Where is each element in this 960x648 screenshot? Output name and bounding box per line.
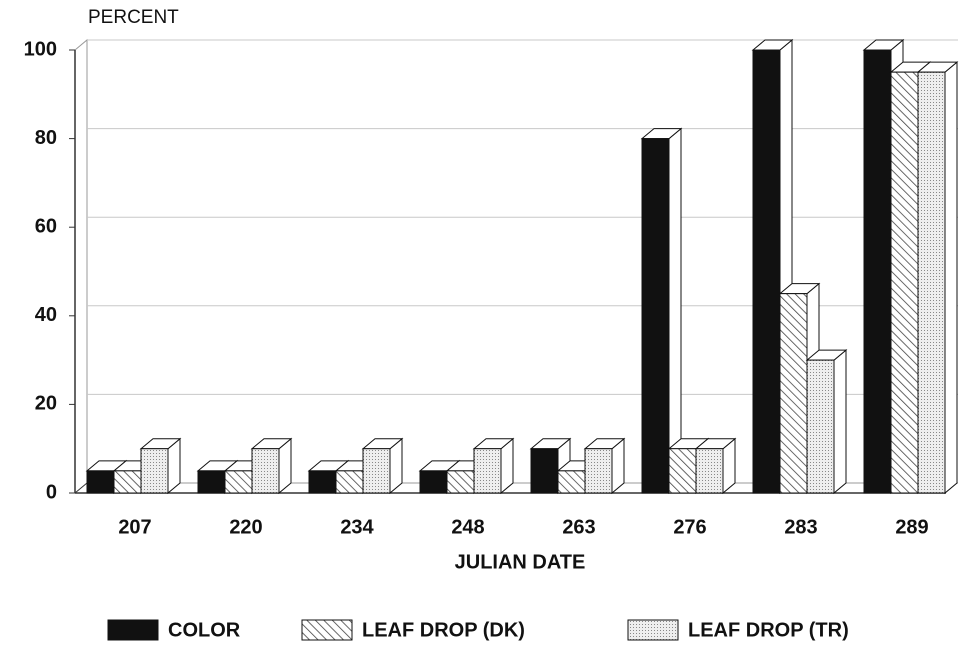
bar-side bbox=[833, 349, 847, 495]
bar-front bbox=[473, 448, 502, 494]
bar-front bbox=[86, 470, 115, 494]
bar bbox=[805, 349, 848, 495]
bar bbox=[250, 437, 293, 495]
x-tick-label: 276 bbox=[673, 516, 706, 538]
legend-swatch bbox=[107, 619, 159, 641]
x-tick-label: 283 bbox=[784, 516, 817, 538]
y-tick-label: 0 bbox=[46, 481, 57, 503]
bar-front bbox=[890, 71, 919, 494]
x-axis-label: JULIAN DATE bbox=[455, 551, 586, 573]
x-tick-label: 234 bbox=[340, 516, 374, 538]
bar-front bbox=[113, 470, 142, 494]
bar-front bbox=[779, 293, 808, 494]
bar-front bbox=[197, 470, 226, 494]
bar-front bbox=[668, 448, 697, 494]
bar-front bbox=[224, 470, 253, 494]
bar-front bbox=[308, 470, 337, 494]
back-wall bbox=[74, 38, 958, 484]
y-tick-label: 80 bbox=[35, 127, 57, 149]
bar bbox=[640, 127, 683, 495]
y-tick-label: 20 bbox=[35, 393, 57, 415]
x-tick-label: 207 bbox=[118, 516, 151, 538]
bar-front bbox=[806, 359, 835, 494]
bar-front bbox=[140, 448, 169, 494]
bar-front bbox=[530, 448, 559, 494]
bar-front bbox=[419, 470, 448, 494]
bar-front bbox=[752, 49, 781, 494]
bar bbox=[694, 437, 737, 495]
y-tick-label: 40 bbox=[35, 304, 57, 326]
x-tick-label: 248 bbox=[451, 516, 484, 538]
bar-front bbox=[557, 470, 586, 494]
x-tick-label: 220 bbox=[229, 516, 262, 538]
legend-label: LEAF DROP (TR) bbox=[688, 619, 849, 641]
legend-label: COLOR bbox=[168, 619, 241, 641]
bar-front bbox=[695, 448, 724, 494]
bar-front bbox=[335, 470, 364, 494]
bar-front bbox=[641, 138, 670, 494]
bar bbox=[139, 437, 182, 495]
x-tick-label: 263 bbox=[562, 516, 595, 538]
y-tick-label: 60 bbox=[35, 215, 57, 237]
bar-front bbox=[863, 49, 892, 494]
bar-front bbox=[917, 71, 946, 494]
x-tick-label: 289 bbox=[895, 516, 928, 538]
bar-front bbox=[584, 448, 613, 494]
bar-side bbox=[668, 127, 682, 495]
bar-front bbox=[362, 448, 391, 494]
bar bbox=[916, 61, 959, 495]
bar bbox=[583, 437, 626, 495]
bar bbox=[472, 437, 515, 495]
legend-swatch bbox=[301, 619, 353, 641]
legend-label: LEAF DROP (DK) bbox=[362, 619, 525, 641]
bar-side bbox=[944, 61, 958, 495]
legend-swatch bbox=[627, 619, 679, 641]
y-tick-label: 100 bbox=[24, 38, 57, 60]
bar bbox=[361, 437, 404, 495]
bar-front bbox=[446, 470, 475, 494]
y-axis-label: PERCENT bbox=[88, 7, 179, 28]
bar-front bbox=[251, 448, 280, 494]
floor-edge bbox=[74, 482, 88, 494]
bar bbox=[751, 38, 794, 495]
